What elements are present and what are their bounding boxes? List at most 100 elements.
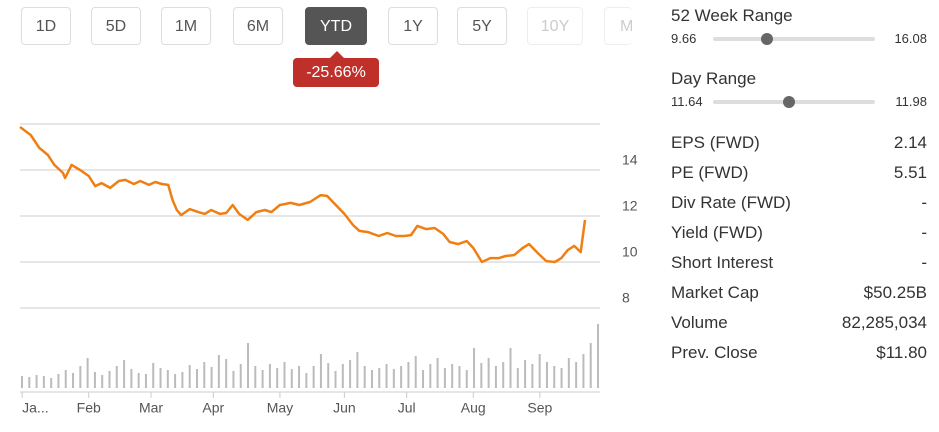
volume-bar <box>225 359 228 388</box>
volume-bar <box>436 358 439 388</box>
volume-bar <box>21 376 23 388</box>
volume-bar <box>392 369 395 388</box>
stat-row: Market Cap $50.25B <box>671 278 927 308</box>
volume-bar <box>42 376 45 388</box>
range-button[interactable]: MAX <box>604 7 632 45</box>
volume-bar <box>553 366 556 388</box>
range-button[interactable]: 1Y <box>388 7 438 45</box>
range-button[interactable]: 6M <box>233 7 283 45</box>
volume-bar <box>86 358 89 388</box>
stat-row: Yield (FWD) - <box>671 218 927 248</box>
volume-bar <box>429 364 432 388</box>
x-tick-label: Apr <box>202 400 224 416</box>
y-tick-label: 14 <box>622 152 638 168</box>
volume-bar <box>589 343 592 388</box>
range-low: 9.66 <box>671 31 697 46</box>
volume-bar <box>298 366 301 388</box>
stat-label: Market Cap <box>671 283 759 302</box>
range-label: 52 Week Range <box>671 6 793 25</box>
volume-bar <box>458 366 461 388</box>
volume-bar <box>305 373 308 388</box>
volume-bar <box>115 366 118 388</box>
volume-bar <box>57 374 60 388</box>
range-high: 16.08 <box>894 31 927 46</box>
stat-row: Div Rate (FWD) - <box>671 188 927 218</box>
range-label: Day Range <box>671 69 757 88</box>
stat-row: PE (FWD) 5.51 <box>671 158 927 188</box>
volume-bar <box>516 368 519 388</box>
y-tick-label: 8 <box>622 290 630 306</box>
y-tick-label: 10 <box>622 244 638 260</box>
volume-bar <box>356 352 359 388</box>
volume-bar <box>545 362 548 388</box>
volume-bar <box>560 368 563 388</box>
volume-bar <box>247 343 250 388</box>
volume-bar <box>159 368 162 388</box>
volume-bar <box>502 362 505 388</box>
volume-bar <box>137 373 140 388</box>
volume-bar <box>407 362 410 388</box>
volume-bar <box>370 370 373 388</box>
volume-bar <box>130 369 133 388</box>
volume-bar <box>93 372 96 388</box>
stat-label: EPS (FWD) <box>671 133 760 152</box>
volume-bar <box>597 324 599 388</box>
volume-bar <box>465 370 468 388</box>
volume-bar <box>123 360 126 388</box>
change-badge: -25.66% <box>293 51 379 87</box>
volume-bar <box>327 363 330 388</box>
volume-bar <box>509 348 512 388</box>
volume-bar <box>283 362 286 388</box>
volume-bar <box>203 362 206 388</box>
stat-value: 5.51 <box>893 163 927 182</box>
stat-value: 82,285,034 <box>841 313 927 332</box>
range-marker <box>783 96 796 108</box>
x-tick-label: Aug <box>461 400 486 416</box>
volume-bar <box>101 375 104 388</box>
volume-bar <box>195 369 198 388</box>
chart: 8 10 12 14 Ja... Feb Mar Apr May Jun Jul Aug Sep <box>19 123 638 416</box>
x-tick-label: Jul <box>398 400 416 416</box>
volume-bar <box>290 369 293 388</box>
volume-bar <box>487 358 490 388</box>
stat-value: - <box>921 253 927 272</box>
range-marker <box>761 33 773 45</box>
volume-bar <box>28 377 31 388</box>
stat-row: EPS (FWD) 2.14 <box>671 128 927 158</box>
volume-bar <box>144 374 147 388</box>
stat-value: $11.80 <box>876 343 927 362</box>
range-button[interactable]: 1D <box>21 7 71 45</box>
volume-bar <box>480 363 483 388</box>
x-tick-label: Mar <box>139 400 163 416</box>
volume-bar <box>276 368 279 388</box>
stat-label: Volume <box>671 313 728 332</box>
volume-bar <box>50 378 53 388</box>
volume-bar <box>451 364 454 388</box>
stat-label: PE (FWD) <box>671 163 749 182</box>
volume-bar <box>254 366 257 388</box>
stat-row: Volume 82,285,034 <box>671 308 927 338</box>
volume-bar <box>152 363 155 388</box>
volume-bar <box>261 370 264 388</box>
volume-bar <box>72 373 75 388</box>
volume-bar <box>575 362 578 388</box>
volume-bar <box>443 368 446 388</box>
range-button[interactable]: 1M <box>161 7 211 45</box>
range-button[interactable]: 10Y <box>527 7 583 45</box>
volume-bar <box>567 358 570 388</box>
range-low: 11.64 <box>671 94 703 109</box>
volume-bar <box>217 355 220 388</box>
volume-bar <box>268 364 271 388</box>
x-tick-label: Feb <box>77 400 101 416</box>
range: Day Range 11.64 11.98 <box>671 69 927 113</box>
volume-bar <box>166 370 169 388</box>
stat-label: Short Interest <box>671 253 774 272</box>
range-button[interactable]: 5Y <box>457 7 507 45</box>
stat-label: Yield (FWD) <box>671 223 763 242</box>
volume-bar <box>79 366 82 388</box>
range-button[interactable]: YTD <box>305 7 367 45</box>
price-line <box>19 125 587 264</box>
stat-value: - <box>921 193 927 212</box>
range-button[interactable]: 5D <box>91 7 141 45</box>
